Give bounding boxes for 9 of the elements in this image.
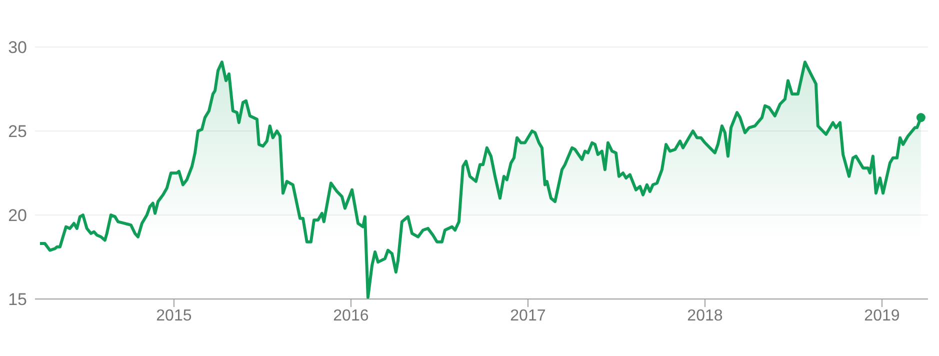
y-tick-label: 25 [8,122,27,142]
y-tick-label: 15 [8,290,27,310]
x-tick-label: 2019 [864,307,900,324]
y-tick-label: 20 [8,206,27,226]
x-tick-label: 2018 [687,307,723,324]
x-tick-label: 2015 [156,307,192,324]
x-tick-label: 2016 [333,307,369,324]
y-tick-label: 30 [8,38,27,58]
x-tick-label: 2017 [510,307,546,324]
